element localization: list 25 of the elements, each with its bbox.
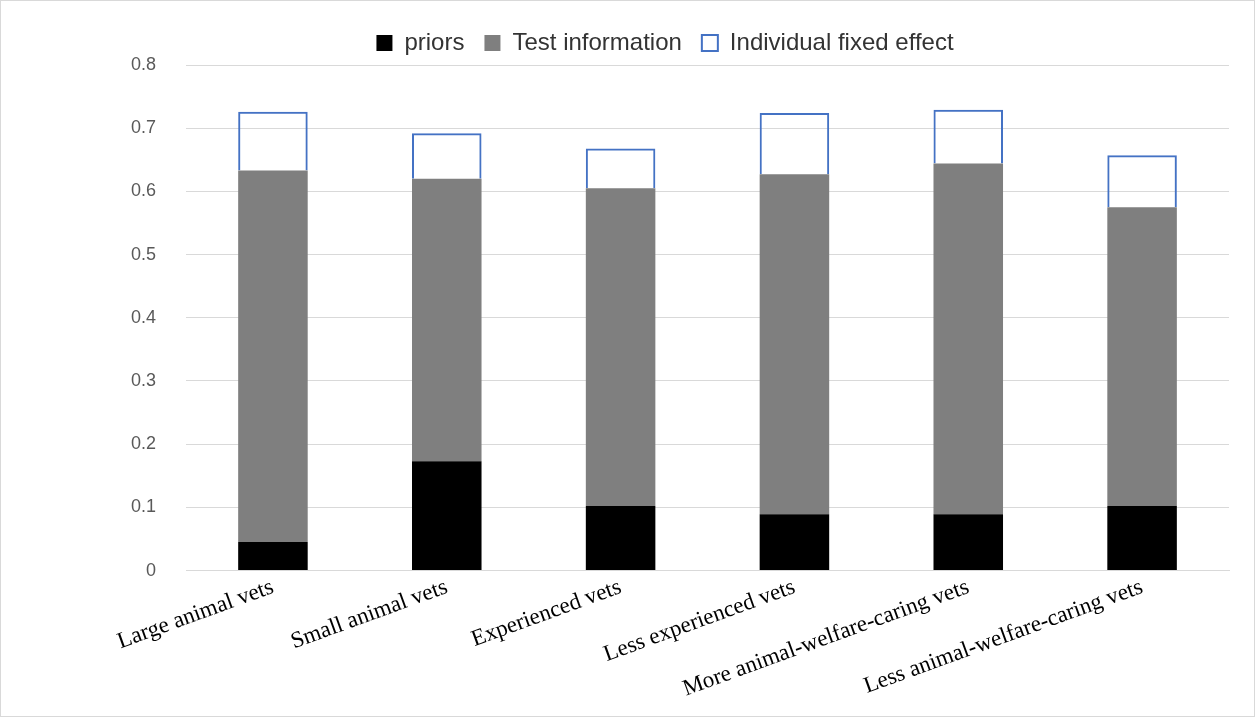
- bar: [585, 188, 656, 507]
- y-tick-label: 0: [146, 559, 157, 580]
- legend-label: Test information: [512, 27, 682, 55]
- legend-label: Individual fixed effect: [729, 27, 954, 55]
- bar: [1107, 207, 1177, 507]
- bar: [412, 178, 482, 462]
- bar: [933, 514, 1004, 571]
- bar: [1107, 506, 1177, 571]
- bar: [759, 174, 830, 515]
- y-tick-label: 0.1: [130, 496, 157, 517]
- bar: [412, 461, 482, 571]
- bar: [759, 514, 830, 571]
- y-tick-label: 0.2: [130, 433, 157, 454]
- y-tick-label: 0.5: [130, 243, 157, 264]
- bar: [238, 170, 308, 543]
- legend-label: priors: [404, 27, 465, 55]
- bar: [585, 506, 656, 571]
- x-tick-label: Small animal vets: [287, 573, 451, 654]
- y-tick-label: 0.6: [130, 180, 157, 201]
- y-tick-label: 0.3: [130, 369, 157, 390]
- y-tick-label: 0.8: [130, 53, 157, 74]
- bar: [238, 542, 308, 571]
- y-tick-label: 0.4: [130, 306, 157, 327]
- y-tick-label: 0.7: [130, 117, 157, 138]
- bar: [933, 163, 1004, 515]
